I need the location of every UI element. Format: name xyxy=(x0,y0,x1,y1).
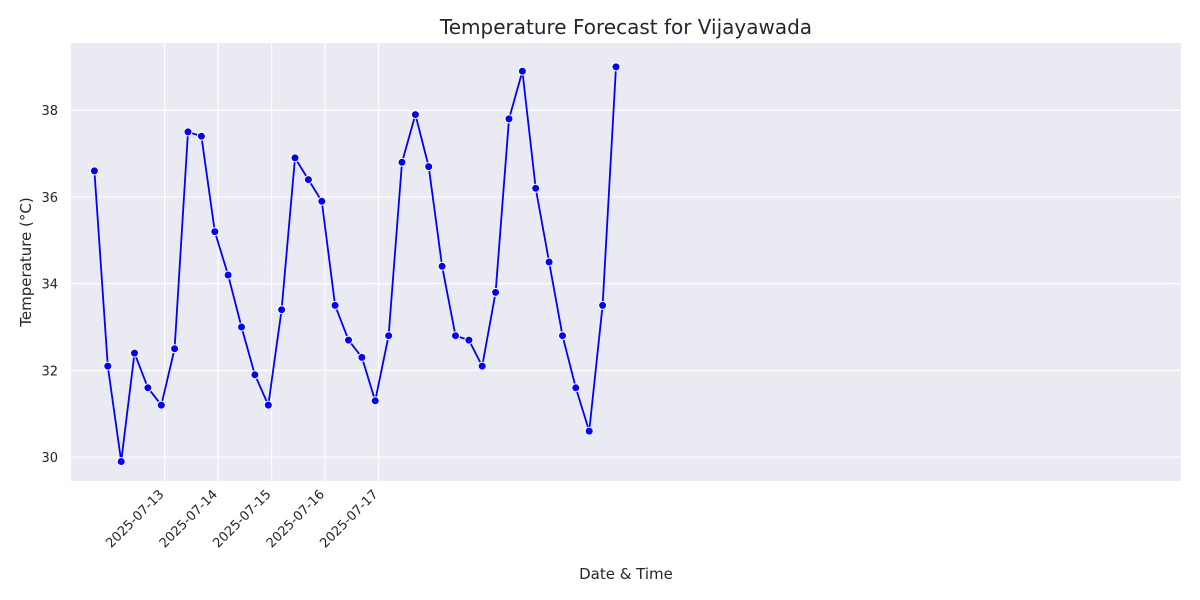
data-point xyxy=(544,257,554,267)
data-point xyxy=(303,175,313,185)
y-tick-label: 30 xyxy=(41,451,58,466)
data-point xyxy=(130,348,139,358)
data-points xyxy=(89,62,621,466)
grid xyxy=(71,43,1181,481)
data-point xyxy=(384,331,394,341)
y-tick-label: 32 xyxy=(41,364,58,379)
data-point xyxy=(558,331,567,341)
data-point xyxy=(397,157,407,167)
data-point xyxy=(250,370,260,380)
data-point xyxy=(103,361,113,371)
data-point xyxy=(237,322,246,332)
data-point xyxy=(330,300,340,310)
data-point xyxy=(183,127,193,137)
data-point xyxy=(263,400,273,410)
data-point xyxy=(410,110,420,120)
data-point xyxy=(464,335,474,345)
plot-area xyxy=(71,43,1181,481)
y-axis: 30 32 34 36 38 xyxy=(41,104,58,466)
data-point xyxy=(89,166,99,176)
data-point xyxy=(344,335,353,345)
data-point xyxy=(451,331,460,341)
y-axis-label: Temperature (°C) xyxy=(17,197,35,327)
data-point xyxy=(223,270,233,280)
y-tick-label: 36 xyxy=(41,191,58,206)
data-point xyxy=(611,62,621,72)
chart-title: Temperature Forecast for Vijayawada xyxy=(439,15,812,39)
data-point xyxy=(571,383,581,393)
data-point xyxy=(210,227,220,237)
data-point xyxy=(424,162,434,172)
data-point xyxy=(156,400,166,410)
data-point xyxy=(116,457,126,466)
data-point xyxy=(143,383,153,393)
x-axis-label: Date & Time xyxy=(579,565,673,583)
data-point xyxy=(491,287,501,297)
data-point xyxy=(370,396,380,406)
data-point xyxy=(357,352,367,362)
data-point xyxy=(504,114,514,124)
data-point xyxy=(531,183,541,193)
data-point xyxy=(477,361,487,371)
data-point xyxy=(437,261,447,271)
data-point xyxy=(598,300,608,310)
data-point xyxy=(196,131,206,141)
series-line-temperature xyxy=(93,66,617,462)
x-tick-label: 2025-07-17 xyxy=(317,487,381,551)
y-tick-label: 38 xyxy=(41,104,58,119)
data-point xyxy=(317,196,327,206)
data-point xyxy=(170,344,180,354)
y-tick-label: 34 xyxy=(41,278,58,293)
data-point xyxy=(290,153,300,163)
x-axis: 2025-07-132025-07-142025-07-152025-07-16… xyxy=(103,487,381,551)
data-point xyxy=(584,426,594,436)
data-point xyxy=(277,305,287,315)
data-point xyxy=(517,66,527,76)
